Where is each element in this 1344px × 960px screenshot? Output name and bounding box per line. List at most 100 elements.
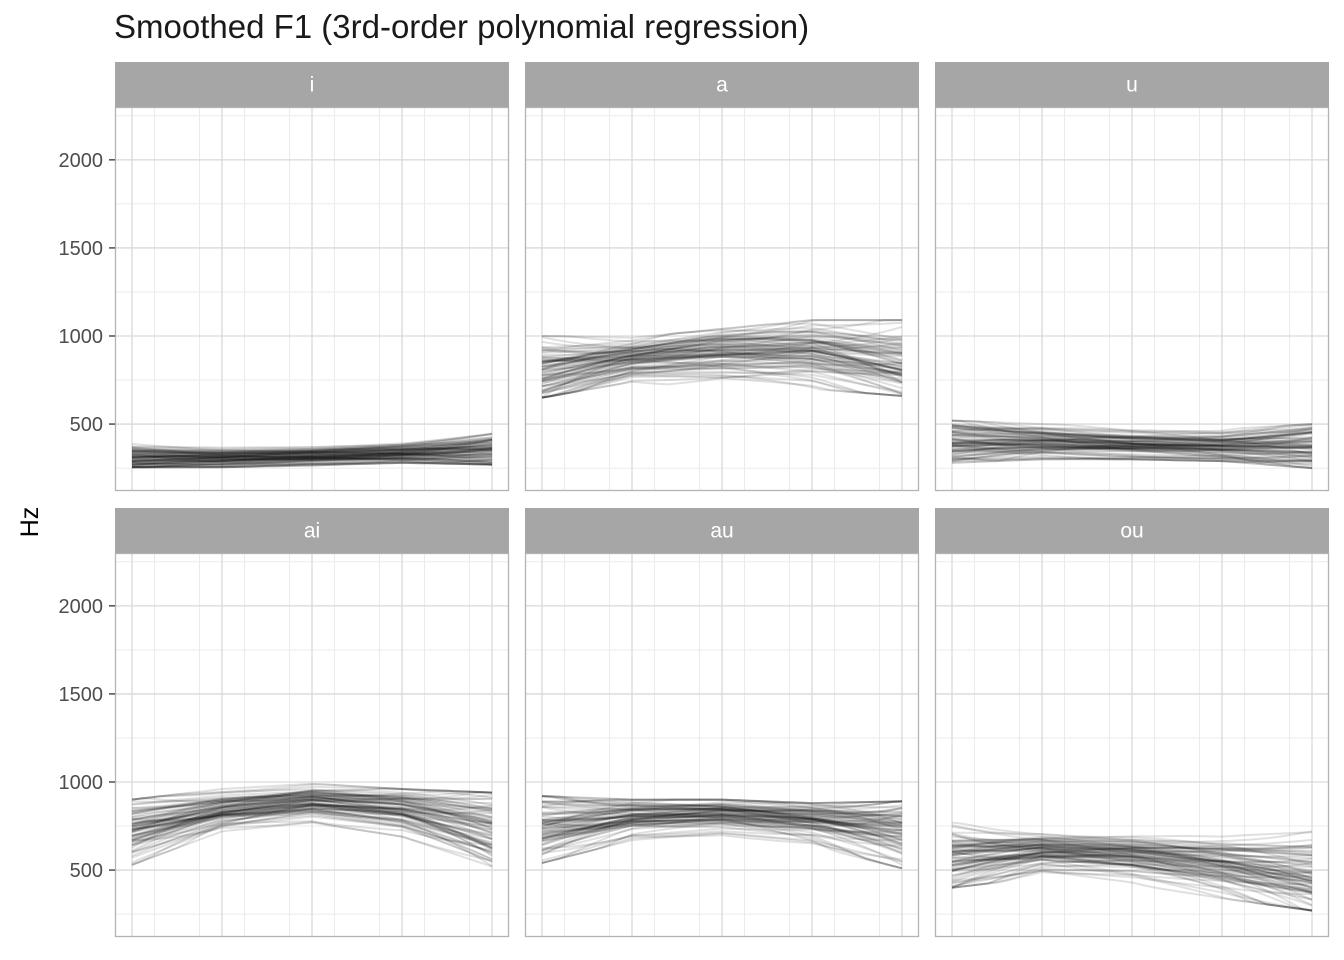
f1-curve bbox=[541, 818, 903, 842]
f1-curve bbox=[541, 349, 903, 382]
f1-curve bbox=[951, 844, 1313, 866]
f1-curve bbox=[541, 353, 903, 376]
f1-curve bbox=[131, 785, 493, 801]
f1-curve bbox=[542, 821, 903, 838]
f1-curve bbox=[951, 843, 1313, 879]
f1-curve bbox=[131, 802, 493, 847]
f1-curve bbox=[131, 455, 493, 464]
f1-curve bbox=[952, 849, 1313, 912]
strip-background bbox=[115, 62, 509, 107]
f1-curve bbox=[951, 867, 1313, 887]
f1-curve bbox=[131, 793, 493, 825]
f1-curve bbox=[541, 804, 903, 818]
f1-curve bbox=[951, 431, 1313, 442]
f1-curve bbox=[131, 453, 493, 469]
f1-curve bbox=[541, 354, 903, 374]
f1-curve bbox=[951, 839, 1313, 848]
f1-curve bbox=[951, 430, 1313, 446]
f1-curve bbox=[131, 807, 493, 823]
f1-curve bbox=[951, 443, 1313, 460]
strip-background bbox=[525, 508, 919, 553]
f1-curve bbox=[541, 814, 903, 831]
y-tick-label: 1000 bbox=[59, 772, 104, 794]
f1-curve bbox=[131, 444, 493, 466]
f1-curve bbox=[951, 832, 1313, 882]
f1-curve bbox=[541, 800, 903, 839]
f1-curve bbox=[951, 426, 1313, 452]
f1-curve bbox=[541, 806, 903, 824]
f1-curve bbox=[951, 846, 1313, 883]
f1-curve bbox=[131, 802, 493, 850]
y-tick-label: 2000 bbox=[59, 596, 104, 618]
f1-curve bbox=[951, 424, 1313, 443]
f1-curve bbox=[131, 448, 493, 462]
chart-title: Smoothed F1 (3rd-order polynomial regres… bbox=[114, 8, 810, 45]
f1-curve bbox=[951, 438, 1312, 462]
f1-curve bbox=[951, 840, 1313, 889]
f1-curve bbox=[131, 432, 493, 459]
f1-curve bbox=[131, 436, 493, 453]
f1-curve bbox=[541, 812, 903, 866]
f1-curve bbox=[951, 843, 1313, 890]
f1-curve bbox=[131, 820, 493, 868]
f1-curve bbox=[541, 355, 903, 395]
f1-curve bbox=[952, 838, 1313, 853]
f1-curve bbox=[951, 446, 1313, 451]
f1-curve bbox=[132, 461, 493, 466]
f1-curve bbox=[131, 805, 493, 837]
f1-curve bbox=[951, 844, 1313, 884]
f1-curve bbox=[951, 419, 1313, 464]
f1-curve bbox=[951, 441, 1313, 463]
f1-curve bbox=[541, 822, 903, 837]
f1-curve bbox=[541, 344, 903, 380]
f1-curve bbox=[131, 436, 493, 457]
f1-curve bbox=[131, 803, 493, 840]
f1-curve bbox=[541, 800, 903, 811]
f1-curve bbox=[951, 446, 1313, 460]
panel-border bbox=[524, 106, 920, 492]
f1-curve bbox=[131, 438, 493, 454]
f1-curve bbox=[132, 450, 493, 469]
f1-curve bbox=[541, 336, 903, 384]
f1-curve bbox=[541, 335, 903, 355]
f1-curve bbox=[951, 427, 1313, 449]
f1-curve bbox=[541, 335, 903, 392]
f1-curve bbox=[541, 342, 903, 363]
f1-curve bbox=[541, 832, 903, 870]
f1-curve bbox=[541, 340, 903, 378]
f1-curve bbox=[951, 439, 1313, 448]
f1-curve bbox=[131, 804, 493, 866]
f1-curve bbox=[131, 447, 493, 468]
f1-curve bbox=[951, 419, 1313, 450]
f1-curve bbox=[131, 792, 492, 804]
f1-curve bbox=[541, 827, 903, 862]
f1-curve bbox=[951, 431, 1313, 442]
f1-curve bbox=[541, 821, 903, 870]
f1-curve bbox=[951, 843, 1313, 875]
f1-curve bbox=[541, 814, 902, 836]
f1-curve bbox=[131, 448, 493, 459]
f1-curve bbox=[541, 345, 903, 384]
f1-curve bbox=[541, 355, 903, 378]
f1-curve bbox=[541, 335, 903, 363]
y-tick-label: 2000 bbox=[59, 150, 104, 172]
f1-curve bbox=[131, 457, 493, 466]
f1-curve bbox=[131, 803, 493, 842]
f1-curve bbox=[131, 442, 493, 459]
f1-curve bbox=[951, 426, 1313, 439]
f1-curve bbox=[951, 424, 1313, 454]
f1-curve bbox=[131, 797, 493, 833]
f1-curve bbox=[132, 446, 493, 467]
f1-curve bbox=[131, 810, 493, 863]
f1-curve bbox=[951, 851, 1313, 895]
f1-curve bbox=[131, 444, 493, 455]
f1-curve bbox=[951, 423, 1313, 435]
f1-curve bbox=[541, 803, 903, 855]
f1-curve bbox=[541, 351, 903, 393]
y-tick-label: 1000 bbox=[59, 326, 104, 348]
f1-curve bbox=[951, 841, 1313, 889]
f1-curve bbox=[951, 854, 1313, 894]
f1-curve bbox=[951, 846, 1313, 879]
